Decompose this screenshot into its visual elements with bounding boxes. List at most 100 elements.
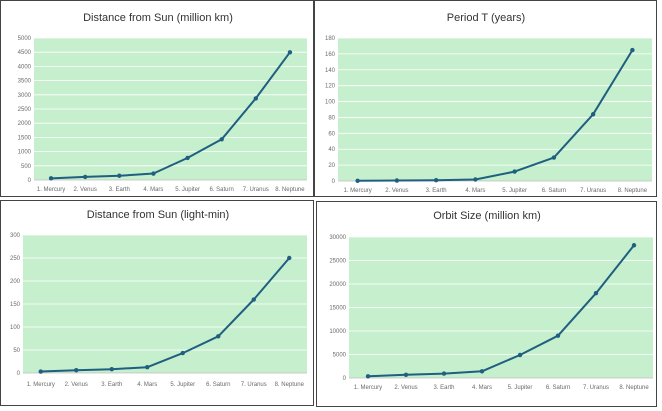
x-tick-label: 2. Venus xyxy=(74,187,97,193)
x-tick-label: 6. Saturn xyxy=(206,382,230,388)
x-tick-label: 7. Uranus xyxy=(243,187,269,193)
x-tick-label: 1. Mercury xyxy=(37,187,65,193)
data-point xyxy=(151,171,156,176)
y-tick-label: 140 xyxy=(325,68,336,74)
y-tick-label: 15000 xyxy=(329,306,346,312)
data-point xyxy=(74,368,79,373)
x-tick-label: 1. Mercury xyxy=(27,382,55,388)
y-tick-label: 1000 xyxy=(18,150,32,156)
y-tick-label: 25000 xyxy=(329,259,346,265)
chart-panel-distance-lightmin: Distance from Sun (light-min) 0 50 100 150 2… xyxy=(0,200,314,406)
series-line xyxy=(356,49,634,182)
x-tick-label: 3. Earth xyxy=(101,382,122,388)
data-point xyxy=(82,174,88,180)
y-tick-label: 5000 xyxy=(333,353,347,359)
x-tick-label: 4. Mars xyxy=(472,385,492,391)
x-tick-label: 6. Saturn xyxy=(546,385,570,391)
x-tick-label: 6. Saturn xyxy=(542,188,566,194)
chart-title: Distance from Sun (million km) xyxy=(83,12,233,24)
data-point xyxy=(631,243,637,248)
y-tick-label: 20000 xyxy=(329,282,346,288)
y-tick-label: 100 xyxy=(10,325,21,331)
x-tick-label: 8. Neptune xyxy=(619,385,649,391)
data-point xyxy=(185,155,190,161)
y-tick-label: 200 xyxy=(10,279,21,285)
x-tick-label: 4. Mars xyxy=(143,187,163,193)
x-tick-label: 4. Mars xyxy=(465,188,485,194)
y-tick-label: 2500 xyxy=(18,107,32,113)
y-tick-label: 3000 xyxy=(18,93,32,99)
x-tick-label: 2. Venus xyxy=(65,382,88,388)
y-tick-label: 500 xyxy=(21,164,32,170)
data-point xyxy=(441,371,447,376)
chart-panel-distance-mkm: Distance from Sun (million km) 0 500 1000 1… xyxy=(0,0,314,197)
x-tick-label: 3. Earth xyxy=(426,188,447,194)
y-tick-label: 60 xyxy=(328,131,335,137)
x-tick-label: 5. Jupiter xyxy=(175,187,200,193)
x-tick-label: 1. Mercury xyxy=(343,188,371,194)
data-point xyxy=(287,50,293,55)
y-tick-label: 300 xyxy=(10,233,21,239)
chart-distance-mkm: Distance from Sun (million km) 0 500 1000 1… xyxy=(18,12,307,193)
y-tick-label: 120 xyxy=(325,84,336,90)
data-point xyxy=(517,352,523,358)
data-point xyxy=(630,47,635,53)
y-tick-label: 0 xyxy=(343,376,347,382)
x-tick-label: 7. Uranus xyxy=(583,385,609,391)
data-point xyxy=(145,364,150,370)
series-line xyxy=(39,257,291,373)
y-tick-label: 250 xyxy=(10,256,21,262)
data-point xyxy=(473,177,478,182)
x-tick-label: 1. Mercury xyxy=(354,385,382,391)
y-tick-label: 20 xyxy=(328,163,335,169)
y-tick-label: 5000 xyxy=(18,36,32,42)
series-line xyxy=(50,51,291,180)
chart-title: Distance from Sun (light-min) xyxy=(87,209,229,221)
y-tick-label: 50 xyxy=(13,348,20,354)
y-tick-label: 4500 xyxy=(18,50,32,56)
chart-period: Period T (years) 0 20 40 60 80 100 120 140 160 18… xyxy=(325,12,652,194)
y-tick-label: 180 xyxy=(325,36,336,42)
data-point xyxy=(355,178,360,184)
x-tick-label: 5. Jupiter xyxy=(508,385,533,391)
data-point xyxy=(365,374,371,379)
x-tick-label: 5. Jupiter xyxy=(170,382,195,388)
chart-orbit-size: Orbit Size (million km) 0 5000 10000 15000 2… xyxy=(329,210,653,391)
chart-title: Orbit Size (million km) xyxy=(433,210,541,222)
x-tick-label: 7. Uranus xyxy=(580,188,606,194)
data-point xyxy=(180,350,185,356)
plot-area xyxy=(338,38,652,181)
data-point xyxy=(38,369,43,374)
data-point xyxy=(593,290,599,296)
chart-panel-period: Period T (years) 0 20 40 60 80 100 120 140 160 18… xyxy=(314,0,657,197)
x-tick-label: 3. Earth xyxy=(109,187,130,193)
x-tick-label: 4. Mars xyxy=(137,382,157,388)
y-tick-label: 30000 xyxy=(329,235,346,241)
data-point xyxy=(287,255,292,261)
data-point xyxy=(403,372,409,378)
data-point xyxy=(555,333,561,338)
x-tick-label: 7. Uranus xyxy=(241,382,267,388)
x-tick-label: 8. Neptune xyxy=(618,188,648,194)
y-tick-label: 3500 xyxy=(18,79,32,85)
data-point xyxy=(590,112,596,117)
y-tick-label: 40 xyxy=(328,147,335,153)
x-tick-label: 2. Venus xyxy=(385,188,408,194)
x-tick-label: 8. Neptune xyxy=(275,382,305,388)
chart-distance-lightmin: Distance from Sun (light-min) 0 50 100 150 2… xyxy=(10,209,307,388)
data-point xyxy=(551,155,557,160)
x-tick-label: 6. Saturn xyxy=(210,187,234,193)
data-point xyxy=(479,369,485,374)
x-tick-label: 8. Neptune xyxy=(275,187,305,193)
y-tick-label: 150 xyxy=(10,302,21,308)
chart-panel-orbit-size: Orbit Size (million km) 0 5000 10000 15000 2… xyxy=(316,201,657,407)
y-tick-label: 100 xyxy=(325,100,336,106)
series-line xyxy=(367,244,635,378)
y-tick-label: 10000 xyxy=(329,329,346,335)
chart-title: Period T (years) xyxy=(447,12,525,24)
y-tick-label: 80 xyxy=(328,115,335,121)
y-tick-label: 1500 xyxy=(18,135,32,141)
y-tick-label: 0 xyxy=(332,179,336,185)
data-point xyxy=(219,137,224,142)
x-tick-label: 5. Jupiter xyxy=(502,188,527,194)
